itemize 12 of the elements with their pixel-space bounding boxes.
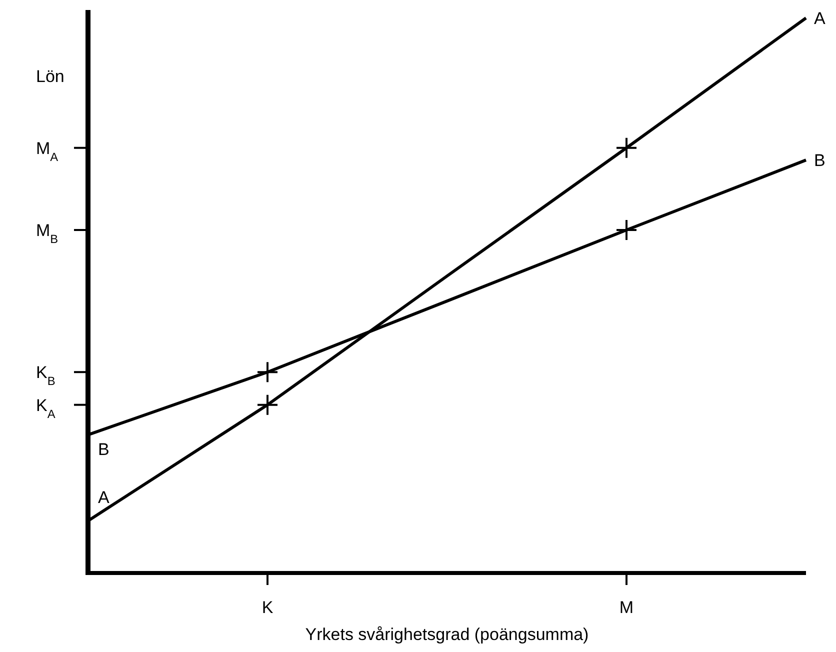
ref-line-label: K$_{B}$ [36,363,56,388]
ref-line-label: M$_{A}$ [36,138,58,164]
x-axis-title: Yrkets svårighetsgrad (poängsumma) [305,625,589,644]
ref-line-label: M$_{B}$ [36,221,58,246]
y-axis-title: Lön [36,67,64,86]
x-tick-label: K [262,598,274,617]
text: A [814,9,826,28]
ref-line-label: K$_{A}$ [36,396,56,421]
x-tick-label: M [619,598,634,617]
series-label: A [98,488,110,507]
text: B [98,440,110,459]
series-label: B [814,151,826,170]
